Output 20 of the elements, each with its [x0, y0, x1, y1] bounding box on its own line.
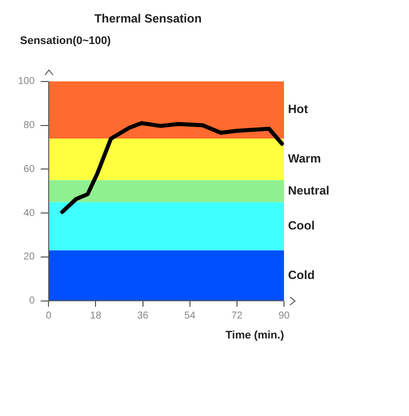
- y-tick-label: 20: [24, 252, 36, 263]
- x-tick-label: 36: [137, 310, 149, 322]
- chart-title: Thermal Sensation: [94, 12, 202, 26]
- band-label: Hot: [288, 102, 308, 116]
- x-tick-label: 54: [184, 310, 196, 322]
- y-tick-label: 100: [18, 76, 36, 88]
- x-tick-label: 0: [46, 310, 52, 322]
- x-axis-title: Time (min.): [226, 329, 284, 342]
- y-tick-label: 0: [29, 296, 36, 307]
- y-tick-label: 60: [24, 164, 36, 175]
- x-tick-label: 90: [278, 310, 290, 322]
- x-tick-label: 72: [231, 310, 243, 322]
- y-tick-label: 40: [24, 208, 36, 219]
- band-label: Warm: [288, 152, 321, 166]
- band-label: Cold: [288, 268, 315, 282]
- band-label: Cool: [288, 218, 315, 233]
- y-tick-label: 80: [24, 120, 36, 132]
- band-label: Neutral: [288, 183, 330, 198]
- x-tick-label: 18: [90, 310, 102, 322]
- y-axis-title: Sensation(0~100): [20, 35, 112, 47]
